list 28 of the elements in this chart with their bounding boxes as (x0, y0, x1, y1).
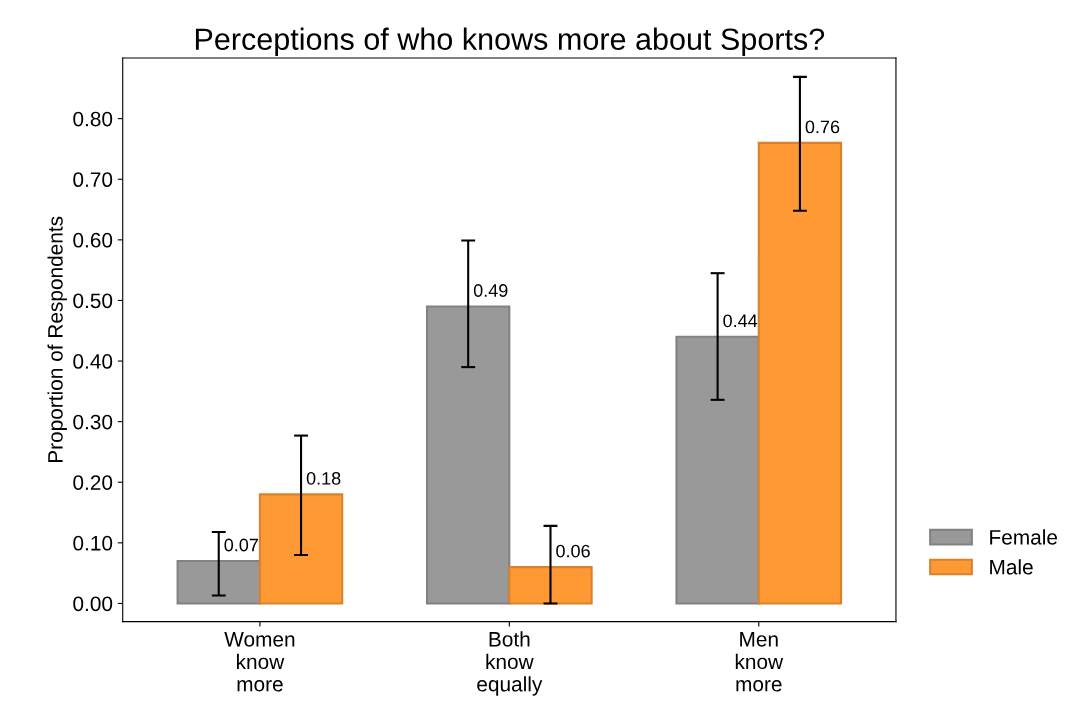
bar (508, 566, 593, 605)
bar (757, 141, 843, 605)
y-tick-label: 0.70 (73, 172, 113, 188)
bar (258, 493, 344, 605)
y-tick-label: 0.20 (73, 475, 113, 490)
bar (176, 559, 261, 605)
legend-label: Male (990, 559, 1033, 575)
data-label: 0.49 (473, 284, 508, 297)
y-axis-title: Proportion of Respondents (47, 216, 67, 463)
x-tick-label: Men know more (735, 632, 784, 692)
legend-label: Female (990, 529, 1058, 545)
y-tick-label: 0.50 (73, 293, 113, 309)
x-tick-label: Women know more (224, 632, 295, 692)
y-tick-label: 0.10 (73, 535, 113, 551)
y-tick-label: 0.80 (73, 111, 113, 127)
y-tick-label: 0.00 (73, 596, 113, 612)
data-label: 0.18 (306, 471, 341, 485)
y-tick-label: 0.60 (73, 232, 113, 248)
data-label: 0.44 (723, 314, 758, 328)
bar (425, 305, 511, 605)
data-label: 0.07 (224, 538, 258, 552)
bar (675, 335, 760, 605)
data-label: 0.06 (556, 544, 590, 558)
y-tick-label: 0.40 (73, 354, 113, 369)
x-tick-label: Both know equally (477, 631, 543, 696)
chart-title: Perceptions of who knows more about Sports? (195, 27, 825, 57)
y-tick-label: 0.30 (73, 414, 113, 430)
data-label: 0.76 (805, 120, 840, 134)
